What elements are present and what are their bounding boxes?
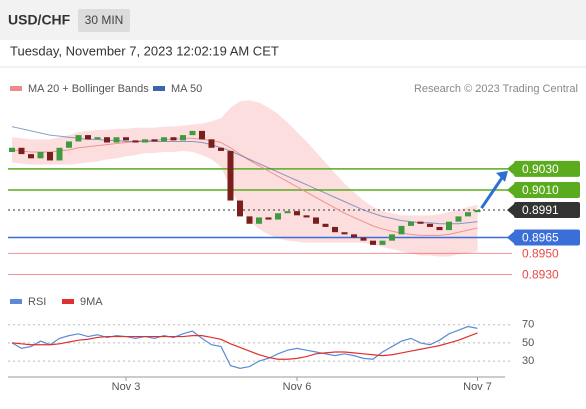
candle-body bbox=[398, 225, 405, 235]
candle-body bbox=[313, 217, 319, 224]
candle-body bbox=[275, 213, 281, 220]
candle-body bbox=[332, 226, 338, 233]
candle-body bbox=[227, 150, 234, 201]
level-label-box bbox=[514, 202, 580, 219]
candle-body bbox=[9, 147, 15, 152]
legend-swatch bbox=[62, 299, 74, 304]
bollinger-band bbox=[12, 100, 478, 257]
candle-body bbox=[379, 240, 386, 245]
candle-body bbox=[341, 232, 348, 235]
candle-body bbox=[294, 211, 300, 216]
level-label-tip bbox=[507, 184, 514, 196]
candle-body bbox=[436, 226, 443, 231]
candle-body bbox=[360, 237, 367, 241]
candle-body bbox=[408, 221, 414, 226]
rsi-line bbox=[11, 332, 478, 360]
interval-box[interactable] bbox=[78, 9, 130, 32]
candle-body bbox=[56, 147, 63, 161]
candle-body bbox=[151, 139, 158, 142]
candle-body bbox=[75, 135, 82, 142]
level-label-box bbox=[514, 229, 580, 246]
y-tick-label: 30 bbox=[522, 355, 534, 367]
candle-body bbox=[455, 216, 462, 222]
legend-label: RSI bbox=[28, 296, 46, 308]
level-label-tip bbox=[507, 231, 514, 244]
candle-body bbox=[303, 215, 310, 218]
candle-body bbox=[351, 234, 357, 238]
x-tick-label: Nov 7 bbox=[463, 381, 492, 393]
candle-body bbox=[446, 221, 452, 231]
legend-label: MA 20 + Bollinger Bands bbox=[28, 83, 149, 95]
legend-swatch bbox=[153, 86, 165, 91]
legend-label: 9MA bbox=[80, 296, 103, 308]
candle-body bbox=[474, 210, 481, 213]
candle-body bbox=[132, 140, 139, 143]
legend-swatch bbox=[10, 299, 22, 304]
candle-body bbox=[85, 135, 91, 140]
level-label: 0.8965 bbox=[522, 231, 559, 245]
candle-body bbox=[28, 154, 34, 159]
candle-body bbox=[208, 139, 215, 148]
level-label: 0.9010 bbox=[522, 183, 559, 197]
legend-label: MA 50 bbox=[171, 83, 202, 95]
x-tick-label: Nov 3 bbox=[112, 381, 141, 393]
candle-body bbox=[142, 139, 148, 143]
level-label: 0.8991 bbox=[522, 203, 559, 217]
candle-body bbox=[104, 137, 110, 143]
candle-body bbox=[237, 200, 243, 217]
candle-body bbox=[94, 137, 101, 140]
candle-body bbox=[465, 212, 471, 217]
candle-body bbox=[180, 135, 186, 141]
candle-body bbox=[199, 130, 205, 140]
candle-body bbox=[161, 137, 167, 142]
candle-body bbox=[113, 137, 120, 143]
y-tick-label: 50 bbox=[522, 337, 534, 349]
candle-body bbox=[389, 234, 395, 241]
candle-body bbox=[37, 152, 44, 159]
candle-body bbox=[246, 216, 253, 224]
candle-body bbox=[189, 130, 196, 136]
candle-body bbox=[417, 221, 424, 224]
candle-body bbox=[170, 137, 177, 141]
level-label-box bbox=[514, 182, 580, 198]
candle-body bbox=[265, 217, 272, 220]
legend-swatch bbox=[10, 86, 22, 91]
interval[interactable]: 30 MIN bbox=[85, 13, 124, 27]
level-label-box bbox=[514, 160, 580, 177]
candle-body bbox=[66, 141, 72, 148]
y-tick-label: 70 bbox=[522, 319, 534, 331]
timestamp: Tuesday, November 7, 2023 12:02:19 AM CE… bbox=[10, 43, 279, 58]
forecast-arrow bbox=[480, 174, 506, 209]
candle-body bbox=[18, 147, 25, 155]
level-label: 0.8950 bbox=[522, 247, 559, 261]
candle-body bbox=[47, 152, 53, 161]
candle-body bbox=[427, 223, 433, 227]
candle-body bbox=[256, 217, 262, 224]
rsi-line bbox=[11, 325, 478, 369]
level-label: 0.8930 bbox=[522, 268, 559, 282]
symbol: USD/CHF bbox=[8, 12, 71, 28]
candle-body bbox=[218, 147, 224, 151]
candle-body bbox=[322, 223, 329, 227]
candle-body bbox=[284, 211, 291, 214]
level-label-tip bbox=[507, 162, 514, 175]
forecast-arrowhead bbox=[496, 170, 508, 182]
level-label-tip bbox=[507, 204, 514, 217]
candle-body bbox=[123, 137, 129, 141]
attribution: Research © 2023 Trading Central bbox=[414, 83, 578, 95]
x-tick-label: Nov 6 bbox=[283, 381, 312, 393]
level-label: 0.9030 bbox=[522, 162, 559, 176]
candle-body bbox=[370, 240, 376, 245]
